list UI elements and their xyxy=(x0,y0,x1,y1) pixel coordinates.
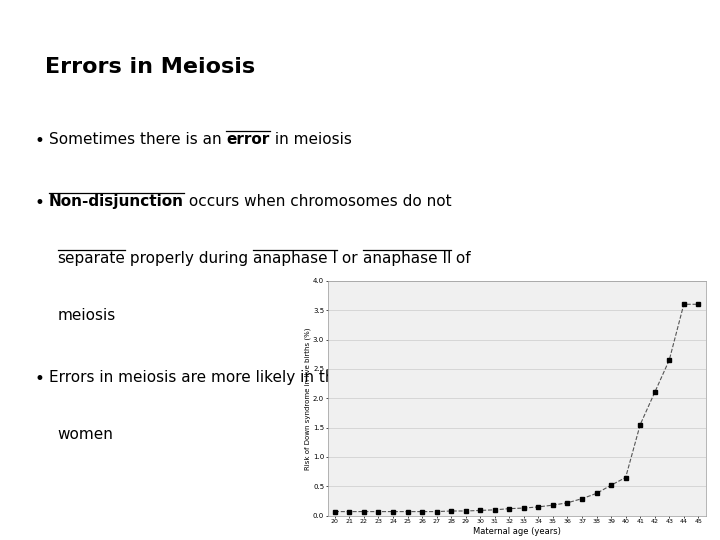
Text: error: error xyxy=(227,132,270,147)
Text: anaphase I: anaphase I xyxy=(253,251,338,266)
Text: •: • xyxy=(35,132,45,150)
Text: •: • xyxy=(35,370,45,388)
Text: older: older xyxy=(410,370,449,385)
Text: anaphase II: anaphase II xyxy=(363,251,451,266)
Text: of: of xyxy=(451,251,471,266)
Text: or: or xyxy=(338,251,363,266)
Text: separate: separate xyxy=(58,251,125,266)
Text: occurs when chromosomes do not: occurs when chromosomes do not xyxy=(184,194,451,210)
Text: in meiosis: in meiosis xyxy=(270,132,351,147)
Text: Errors in meiosis are more likely in the eggs of: Errors in meiosis are more likely in the… xyxy=(49,370,410,385)
Text: women: women xyxy=(58,427,114,442)
X-axis label: Maternal age (years): Maternal age (years) xyxy=(472,527,561,536)
Text: Sometimes there is an: Sometimes there is an xyxy=(49,132,227,147)
Text: •: • xyxy=(35,194,45,212)
Text: meiosis: meiosis xyxy=(58,308,116,323)
Y-axis label: Risk of Down syndrome in live births (%): Risk of Down syndrome in live births (%) xyxy=(305,327,312,469)
Text: Errors in Meiosis: Errors in Meiosis xyxy=(45,57,255,77)
Text: Non-disjunction: Non-disjunction xyxy=(49,194,184,210)
Text: properly during: properly during xyxy=(125,251,253,266)
